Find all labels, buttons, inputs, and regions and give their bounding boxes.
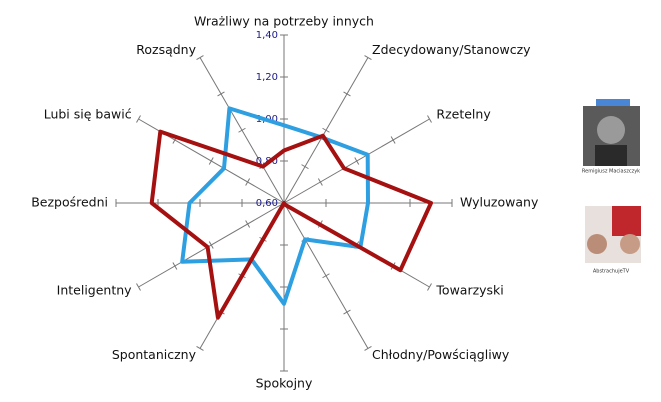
tick-mark: [322, 273, 330, 279]
tick-mark: [245, 178, 251, 186]
tick-mark: [343, 91, 351, 97]
axis-label: Bezpośredni: [31, 195, 108, 210]
tick-mark: [427, 115, 432, 123]
axis-label: Spokojny: [256, 376, 313, 391]
axis-label: Spontaniczny: [112, 347, 197, 362]
tick-mark: [172, 262, 178, 270]
tick-mark: [343, 309, 351, 315]
tick-mark: [208, 157, 214, 165]
axis-label: Chłodny/Powściągliwy: [372, 347, 510, 362]
tick-mark: [427, 283, 432, 291]
axis-label: Wyluzowany: [460, 195, 539, 210]
photo: [583, 99, 640, 166]
tick-mark: [217, 91, 225, 97]
tick-mark: [136, 283, 141, 291]
caption: Remigiusz Maciaszczyk: [582, 169, 640, 175]
tick-mark: [364, 346, 372, 351]
tick-mark: [390, 136, 396, 144]
tick-label: 1,40: [256, 30, 278, 41]
axis-label: Rzetelny: [436, 107, 491, 122]
tick-mark: [196, 55, 204, 60]
tick-mark: [196, 346, 204, 351]
photo: [585, 206, 641, 263]
caption: AbstrachujeTV: [593, 269, 630, 275]
tick-mark: [208, 241, 214, 249]
axis-label: Rozsądny: [136, 42, 196, 57]
tick-mark: [364, 55, 372, 60]
tick-mark: [301, 164, 309, 170]
tick-mark: [136, 115, 141, 123]
tick-mark: [317, 178, 323, 186]
series-line: [180, 106, 370, 306]
tick-label: 1,20: [256, 72, 278, 83]
tick-mark: [354, 157, 360, 165]
tick-mark: [245, 220, 251, 228]
axis-label: Wrażliwy na potrzeby innych: [194, 14, 374, 29]
series-line: [149, 129, 433, 320]
axis-label: Lubi się bawić: [44, 107, 132, 122]
tick-mark: [238, 127, 246, 133]
axis-label: Towarzyski: [435, 283, 503, 298]
tick-mark: [322, 127, 330, 133]
axis-label: Inteligentny: [57, 283, 133, 298]
axis-label: Zdecydowany/Stanowczy: [372, 42, 531, 57]
tick-label: 0,60: [256, 198, 278, 209]
